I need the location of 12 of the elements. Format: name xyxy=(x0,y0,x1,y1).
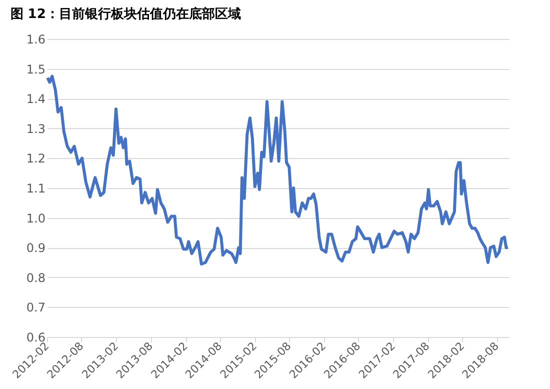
line-series xyxy=(46,74,510,266)
y-tick-label: 1.2 xyxy=(26,152,46,166)
y-tick-label: 1.3 xyxy=(26,122,46,136)
y-tick-label: 1.6 xyxy=(26,32,46,46)
chart-title: 图 12：目前银行板块估值仍在底部区域 xyxy=(10,6,241,22)
y-tick-label: 1.1 xyxy=(26,182,46,196)
y-tick-label: 1.4 xyxy=(26,92,46,106)
y-tick-label: 0.9 xyxy=(26,241,46,256)
y-tick-label: 1.5 xyxy=(26,62,46,76)
y-tick-label: 0.7 xyxy=(26,300,46,315)
y-tick-label: 0.8 xyxy=(26,270,46,285)
y-tick-label: 1.0 xyxy=(26,211,46,226)
